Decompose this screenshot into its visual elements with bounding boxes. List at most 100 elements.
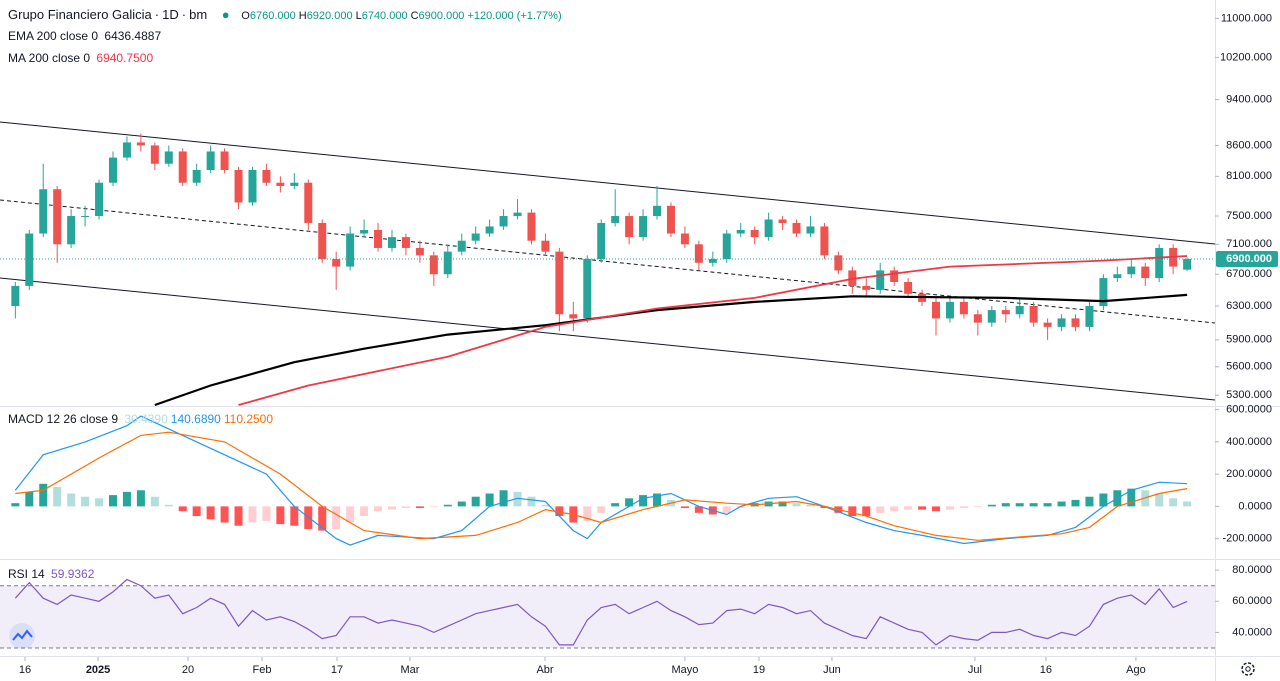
c-label: C bbox=[410, 10, 419, 22]
candle-body bbox=[959, 301, 968, 315]
histogram-bar bbox=[694, 506, 703, 513]
hist-value: 30.4390 bbox=[124, 412, 168, 426]
candle-body bbox=[792, 222, 801, 234]
candle-body bbox=[95, 182, 104, 217]
candle-body bbox=[541, 240, 550, 252]
histogram-bar bbox=[890, 506, 899, 512]
y-tick-label: 6700.000 bbox=[1226, 268, 1272, 280]
x-tick-label: 16 bbox=[1040, 664, 1052, 676]
x-tick-label: Mar bbox=[400, 664, 419, 676]
candle-body bbox=[597, 222, 606, 260]
candle-body bbox=[932, 301, 941, 319]
histogram-bar bbox=[401, 506, 410, 508]
ma-value: 6940.7500 bbox=[96, 51, 154, 65]
histogram-bar bbox=[429, 506, 438, 508]
y-tick-label: 5600.000 bbox=[1226, 361, 1272, 373]
ohlc: O6760.000 H6920.000 L6740.000 C6900.000 +120… bbox=[241, 10, 564, 22]
candle-body bbox=[611, 216, 620, 223]
histogram-bar bbox=[81, 496, 90, 507]
histogram-bar bbox=[332, 506, 341, 529]
histogram-bar bbox=[53, 487, 62, 507]
x-tick-label: Ago bbox=[1126, 664, 1146, 676]
candle-body bbox=[764, 219, 773, 238]
gear[interactable] bbox=[1241, 662, 1255, 676]
histogram-bar bbox=[471, 496, 480, 507]
x-tick-label: 20 bbox=[182, 664, 194, 676]
histogram-bar bbox=[611, 503, 620, 507]
change: +120.000 (+1.77%) bbox=[467, 10, 562, 22]
sep: · bbox=[154, 7, 160, 22]
candle-body bbox=[485, 226, 494, 234]
y-tick-label: 5900.000 bbox=[1226, 334, 1272, 346]
rsi-name: RSI 14 bbox=[8, 567, 45, 581]
candle-body bbox=[625, 216, 634, 238]
tradingview-logo[interactable] bbox=[9, 623, 35, 649]
last-price-label: 6900.000 bbox=[1226, 253, 1272, 265]
rsi-line bbox=[14, 578, 1188, 646]
symbol-title: Grupo Financiero Galicia bbox=[8, 7, 152, 22]
y-tick-label: 80.0000 bbox=[1232, 564, 1272, 576]
candle-body bbox=[1057, 318, 1066, 327]
histogram-bar bbox=[122, 491, 131, 507]
histogram-bar bbox=[443, 504, 452, 507]
histogram-bar bbox=[457, 501, 466, 507]
candle-body bbox=[387, 237, 396, 248]
histogram-bar bbox=[778, 501, 787, 507]
indicator-line bbox=[238, 255, 1188, 406]
histogram-bar bbox=[1099, 493, 1108, 507]
ma-legend: MA 200 close 0 6940.7500 bbox=[8, 51, 156, 65]
interval: 1D bbox=[162, 7, 179, 22]
candle-body bbox=[39, 189, 48, 234]
histogram-bar bbox=[1043, 503, 1052, 507]
candle-body bbox=[569, 314, 578, 319]
histogram-bar bbox=[945, 506, 954, 510]
candle-body bbox=[862, 285, 871, 290]
candle-body bbox=[736, 229, 745, 234]
macd-value: 140.6890 bbox=[170, 412, 221, 426]
histogram-bar bbox=[67, 493, 76, 507]
histogram-bar bbox=[220, 506, 229, 523]
candle-body bbox=[1043, 322, 1052, 327]
y-tick-label: 0.0000 bbox=[1238, 500, 1272, 512]
histogram-bar bbox=[597, 506, 606, 513]
candle-body bbox=[122, 142, 131, 158]
ema-legend: EMA 200 close 0 6436.4887 bbox=[8, 29, 164, 43]
y-tick-label: -200.0000 bbox=[1222, 533, 1272, 545]
candle-body bbox=[304, 182, 313, 223]
histogram-bar bbox=[485, 493, 494, 507]
channel-upper bbox=[0, 121, 1216, 245]
logo-mark[interactable] bbox=[12, 629, 33, 641]
candle-body bbox=[987, 310, 996, 323]
candle-body bbox=[332, 259, 341, 267]
candle-body bbox=[806, 226, 815, 234]
histogram-bar bbox=[1127, 488, 1136, 507]
histogram-bar bbox=[1085, 496, 1094, 507]
candle-body bbox=[53, 189, 62, 245]
candle-body bbox=[1015, 305, 1024, 315]
histogram-bar bbox=[680, 506, 689, 508]
candle-body bbox=[25, 233, 34, 286]
histogram-bar bbox=[25, 491, 34, 507]
candle-body bbox=[220, 151, 229, 170]
candle-body bbox=[346, 233, 355, 267]
candle-body bbox=[666, 205, 675, 234]
y-tick-label: 8600.000 bbox=[1226, 139, 1272, 151]
indicator-line bbox=[15, 431, 1188, 541]
exchange: bm bbox=[189, 7, 208, 22]
candle-body bbox=[513, 212, 522, 217]
channel-middle bbox=[0, 199, 1216, 324]
c-value: 6900.000 bbox=[418, 10, 465, 22]
candle-body bbox=[374, 229, 383, 248]
settings-gear[interactable] bbox=[1241, 662, 1255, 676]
candle-body bbox=[248, 169, 257, 203]
logo-bg[interactable] bbox=[9, 623, 35, 649]
histogram-bar bbox=[206, 506, 215, 520]
candle-body bbox=[262, 169, 271, 183]
gear-hub[interactable] bbox=[1245, 666, 1251, 672]
candle-body bbox=[834, 255, 843, 271]
y-tick-label: 10200.000 bbox=[1220, 51, 1272, 63]
histogram-bar bbox=[11, 503, 20, 507]
histogram-bar bbox=[513, 491, 522, 507]
y-tick-label: 60.0000 bbox=[1232, 595, 1272, 607]
y-tick-label: 7500.000 bbox=[1226, 210, 1272, 222]
